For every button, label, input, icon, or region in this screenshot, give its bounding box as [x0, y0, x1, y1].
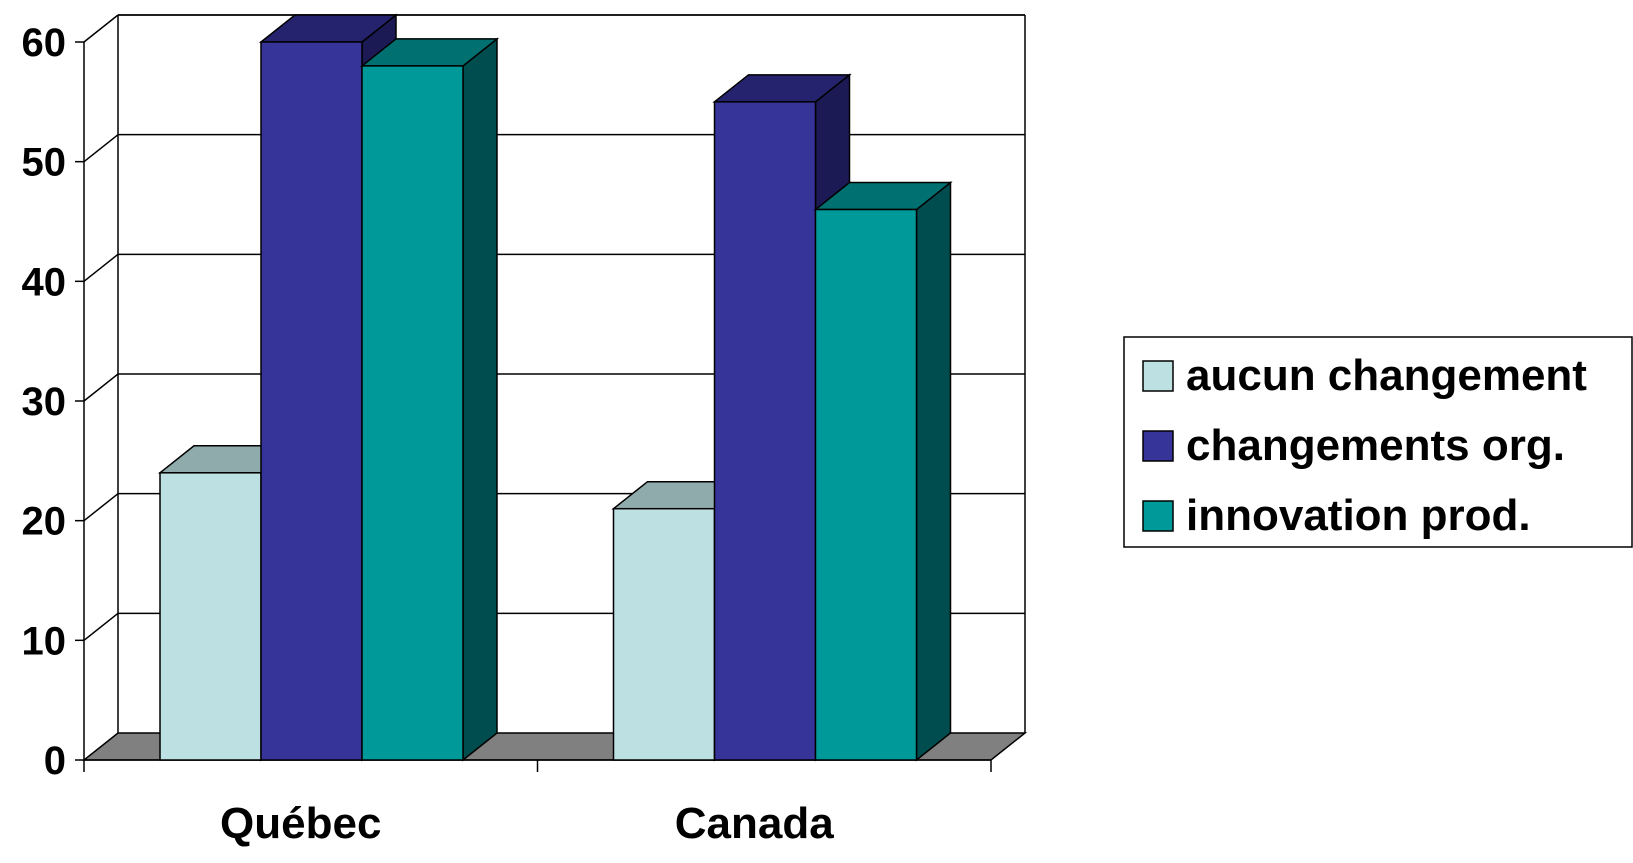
y-tick-label: 30: [22, 380, 67, 424]
y-tick-label: 60: [22, 21, 67, 65]
bars: [157, 13, 953, 762]
gridline-side: [83, 253, 119, 282]
y-tick-label: 40: [22, 260, 67, 304]
legend-swatch: [1142, 430, 1174, 462]
bar-front: [159, 472, 262, 761]
legend-label: aucun changement: [1186, 351, 1587, 400]
legend-swatch: [1142, 360, 1174, 392]
gridline-side: [83, 493, 119, 522]
bar-side: [915, 180, 952, 762]
legend-box: [1123, 336, 1633, 548]
gridline-side: [83, 14, 119, 43]
y-tick-label: 50: [22, 141, 67, 185]
bar-front: [814, 208, 918, 761]
bar-side: [462, 37, 498, 762]
x-tick-label: Québec: [220, 799, 381, 848]
legend-label: changements org.: [1186, 421, 1565, 470]
legend-swatch: [1142, 500, 1174, 532]
gridline-side: [83, 134, 119, 163]
y-tick-label: 20: [22, 500, 67, 544]
bar-2-1: [813, 180, 953, 762]
bar-front: [361, 65, 464, 761]
legend: aucun changement changements org. innovati…: [1123, 336, 1633, 548]
axis-labels: 0 10 20 30 40 50 60 Québec Canada: [22, 21, 835, 848]
y-tick-label: 10: [22, 619, 67, 663]
y-tick-label: 0: [44, 739, 66, 783]
gridline-side: [83, 373, 119, 402]
x-tick-label: Canada: [675, 799, 834, 848]
bar-front: [713, 101, 817, 761]
legend-label: innovation prod.: [1186, 491, 1531, 540]
bar-front: [612, 507, 716, 761]
gridline-side: [83, 612, 119, 641]
bar-front: [260, 41, 363, 761]
bar-2-0: [359, 37, 500, 762]
